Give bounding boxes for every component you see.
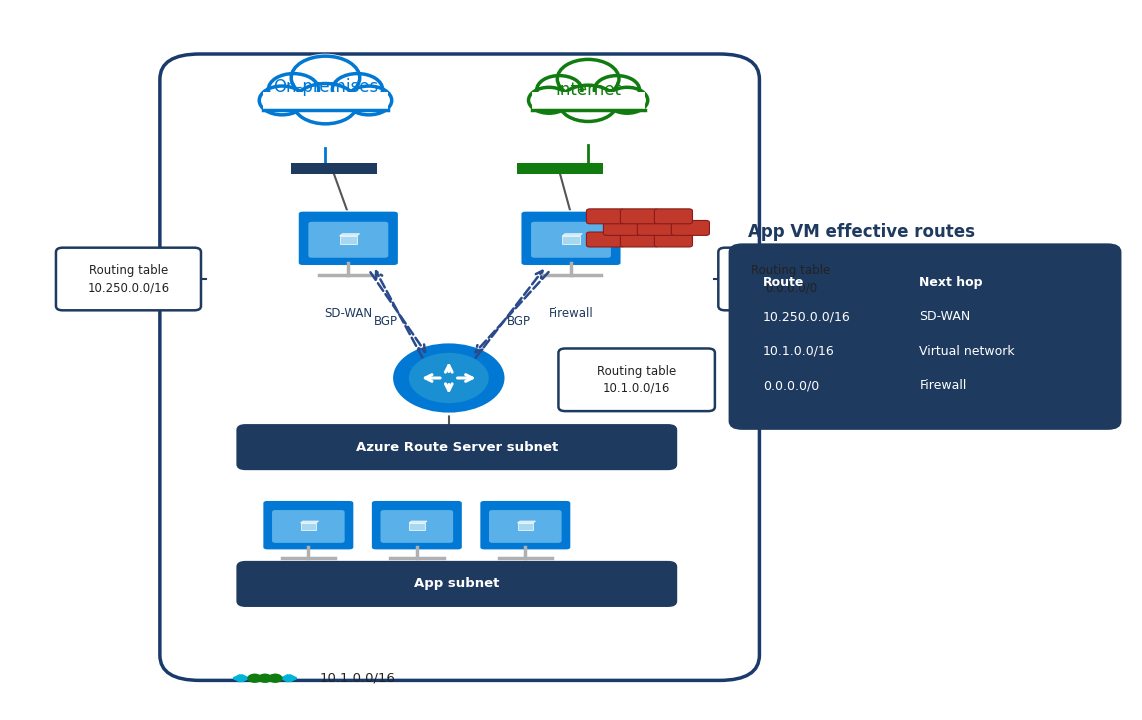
Circle shape xyxy=(594,76,640,104)
Text: Routing table
10.1.0.0/16: Routing table 10.1.0.0/16 xyxy=(597,365,676,395)
Circle shape xyxy=(346,86,392,114)
Text: BGP: BGP xyxy=(373,315,399,328)
Bar xyxy=(263,92,388,112)
FancyBboxPatch shape xyxy=(654,232,692,247)
FancyBboxPatch shape xyxy=(729,243,1121,430)
Text: SD-WAN: SD-WAN xyxy=(919,310,971,323)
Text: Next hop: Next hop xyxy=(919,276,983,289)
Circle shape xyxy=(529,87,570,113)
Circle shape xyxy=(258,674,273,683)
Circle shape xyxy=(259,86,305,114)
Polygon shape xyxy=(409,523,425,530)
Polygon shape xyxy=(300,521,319,523)
FancyBboxPatch shape xyxy=(587,232,625,247)
Circle shape xyxy=(409,353,489,403)
Bar xyxy=(532,92,644,111)
Circle shape xyxy=(560,85,617,122)
Circle shape xyxy=(606,87,648,113)
Circle shape xyxy=(392,342,506,414)
FancyBboxPatch shape xyxy=(620,209,659,224)
Bar xyxy=(517,163,603,174)
FancyBboxPatch shape xyxy=(371,500,463,550)
Polygon shape xyxy=(517,523,533,530)
FancyBboxPatch shape xyxy=(263,500,354,550)
FancyBboxPatch shape xyxy=(587,209,625,224)
FancyBboxPatch shape xyxy=(236,424,677,470)
FancyBboxPatch shape xyxy=(718,248,863,310)
Text: Virtual network: Virtual network xyxy=(919,345,1015,358)
Circle shape xyxy=(268,674,283,683)
Text: Azure Route Server: Azure Route Server xyxy=(392,428,506,441)
Text: App subnet: App subnet xyxy=(415,577,499,590)
FancyBboxPatch shape xyxy=(272,510,345,543)
FancyBboxPatch shape xyxy=(521,211,621,266)
Circle shape xyxy=(332,73,383,105)
Polygon shape xyxy=(409,521,427,523)
FancyBboxPatch shape xyxy=(298,211,399,266)
Text: App VM effective routes: App VM effective routes xyxy=(748,223,975,241)
Circle shape xyxy=(268,73,319,105)
Circle shape xyxy=(557,60,619,99)
Text: Firewall: Firewall xyxy=(919,379,966,392)
FancyBboxPatch shape xyxy=(558,348,715,411)
Text: 0.0.0.0/0: 0.0.0.0/0 xyxy=(763,379,819,392)
FancyBboxPatch shape xyxy=(480,500,571,550)
Polygon shape xyxy=(562,236,580,243)
Text: SD-WAN: SD-WAN xyxy=(324,307,372,320)
FancyBboxPatch shape xyxy=(531,222,611,258)
Polygon shape xyxy=(517,521,536,523)
FancyBboxPatch shape xyxy=(654,209,692,224)
FancyBboxPatch shape xyxy=(380,510,453,543)
FancyBboxPatch shape xyxy=(489,510,562,543)
FancyBboxPatch shape xyxy=(236,561,677,607)
Text: Azure Route Server subnet: Azure Route Server subnet xyxy=(355,441,558,454)
Text: 10.1.0.0/16: 10.1.0.0/16 xyxy=(763,345,835,358)
Text: Routing table
10.250.0.0/16: Routing table 10.250.0.0/16 xyxy=(88,264,169,294)
Text: Routing table
0.0.0.0/0: Routing table 0.0.0.0/0 xyxy=(751,264,830,294)
FancyBboxPatch shape xyxy=(620,232,659,247)
Circle shape xyxy=(291,56,360,99)
Text: On-premises: On-premises xyxy=(273,78,378,96)
Circle shape xyxy=(293,84,357,124)
FancyBboxPatch shape xyxy=(56,248,201,310)
Polygon shape xyxy=(339,236,357,243)
Circle shape xyxy=(537,76,582,104)
FancyBboxPatch shape xyxy=(637,220,675,235)
Text: 10.1.0.0/16: 10.1.0.0/16 xyxy=(320,672,395,685)
Polygon shape xyxy=(300,523,316,530)
Polygon shape xyxy=(339,234,360,236)
FancyBboxPatch shape xyxy=(308,222,388,258)
FancyBboxPatch shape xyxy=(671,220,709,235)
Circle shape xyxy=(247,674,263,683)
FancyBboxPatch shape xyxy=(603,220,642,235)
Text: Firewall: Firewall xyxy=(548,307,594,320)
Text: 10.250.0.0/16: 10.250.0.0/16 xyxy=(763,310,851,323)
Polygon shape xyxy=(562,234,582,236)
Text: Internet: Internet xyxy=(555,81,621,99)
Bar xyxy=(291,163,377,174)
Text: BGP: BGP xyxy=(506,315,531,328)
Text: Route: Route xyxy=(763,276,804,289)
